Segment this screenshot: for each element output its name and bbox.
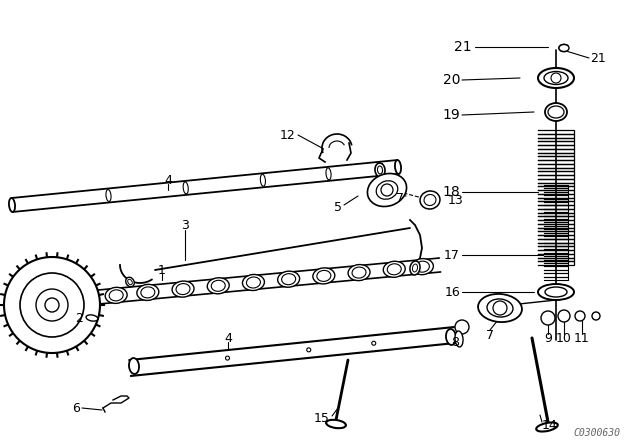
Text: C0300630: C0300630 [573,428,620,438]
Ellipse shape [536,422,558,431]
Ellipse shape [415,261,429,272]
Circle shape [20,273,84,337]
Circle shape [381,184,393,196]
Ellipse shape [383,261,405,277]
Ellipse shape [106,190,111,202]
Ellipse shape [367,173,406,207]
Circle shape [4,257,100,353]
Text: 2: 2 [75,311,83,324]
Text: 7: 7 [396,191,404,204]
Ellipse shape [313,268,335,284]
Ellipse shape [260,174,266,186]
Circle shape [493,301,507,315]
Ellipse shape [559,44,569,52]
Ellipse shape [125,277,134,287]
Text: 12: 12 [279,129,295,142]
Ellipse shape [109,290,123,301]
Ellipse shape [246,277,260,288]
Text: 16: 16 [444,285,460,298]
Text: 18: 18 [442,185,460,199]
Circle shape [558,310,570,322]
Text: 1: 1 [158,263,166,276]
Text: 19: 19 [442,108,460,122]
Circle shape [455,320,469,334]
Ellipse shape [348,265,370,280]
Ellipse shape [410,261,420,275]
Ellipse shape [9,198,15,212]
Circle shape [575,311,585,321]
Circle shape [307,348,311,352]
Ellipse shape [375,163,385,177]
Ellipse shape [387,264,401,275]
Text: 8: 8 [451,336,459,349]
Ellipse shape [544,72,568,85]
Ellipse shape [128,279,132,285]
Ellipse shape [487,299,513,317]
Ellipse shape [538,68,574,88]
Ellipse shape [129,358,139,374]
Ellipse shape [412,264,417,272]
Ellipse shape [207,278,229,294]
Ellipse shape [326,168,331,180]
Text: 7: 7 [486,328,494,341]
Circle shape [541,311,555,325]
Ellipse shape [105,287,127,303]
Ellipse shape [352,267,366,278]
Text: 3: 3 [181,219,189,232]
Text: 14: 14 [542,418,557,431]
Ellipse shape [176,284,190,295]
Circle shape [372,341,376,345]
Circle shape [225,356,230,360]
Ellipse shape [278,271,300,287]
Circle shape [551,73,561,83]
Ellipse shape [455,331,463,347]
Ellipse shape [412,258,433,275]
Text: 21: 21 [454,40,472,54]
Ellipse shape [86,315,98,321]
Ellipse shape [141,287,155,298]
Ellipse shape [172,281,194,297]
Ellipse shape [545,103,567,121]
Text: 10: 10 [556,332,572,345]
Text: 6: 6 [72,401,80,414]
Ellipse shape [243,275,264,290]
Circle shape [592,312,600,320]
Text: 17: 17 [444,249,460,262]
Circle shape [45,298,59,312]
Text: 15: 15 [314,412,330,425]
Ellipse shape [282,274,296,285]
Text: 9: 9 [544,332,552,345]
Ellipse shape [378,166,383,174]
Ellipse shape [548,106,564,118]
Text: 4: 4 [164,173,172,186]
Text: 4: 4 [224,332,232,345]
Text: 11: 11 [574,332,590,345]
Ellipse shape [538,284,574,300]
Ellipse shape [446,329,456,345]
Ellipse shape [326,420,346,428]
Ellipse shape [395,160,401,174]
Circle shape [36,289,68,321]
Ellipse shape [183,182,188,194]
Text: 13: 13 [448,194,464,207]
Ellipse shape [317,271,331,281]
Ellipse shape [376,181,398,199]
Ellipse shape [545,287,567,297]
Ellipse shape [137,284,159,301]
Ellipse shape [424,194,436,206]
Ellipse shape [478,294,522,322]
Text: 21: 21 [590,52,605,65]
Ellipse shape [211,280,225,291]
Ellipse shape [420,191,440,209]
Text: 5: 5 [334,201,342,214]
Text: 20: 20 [442,73,460,87]
